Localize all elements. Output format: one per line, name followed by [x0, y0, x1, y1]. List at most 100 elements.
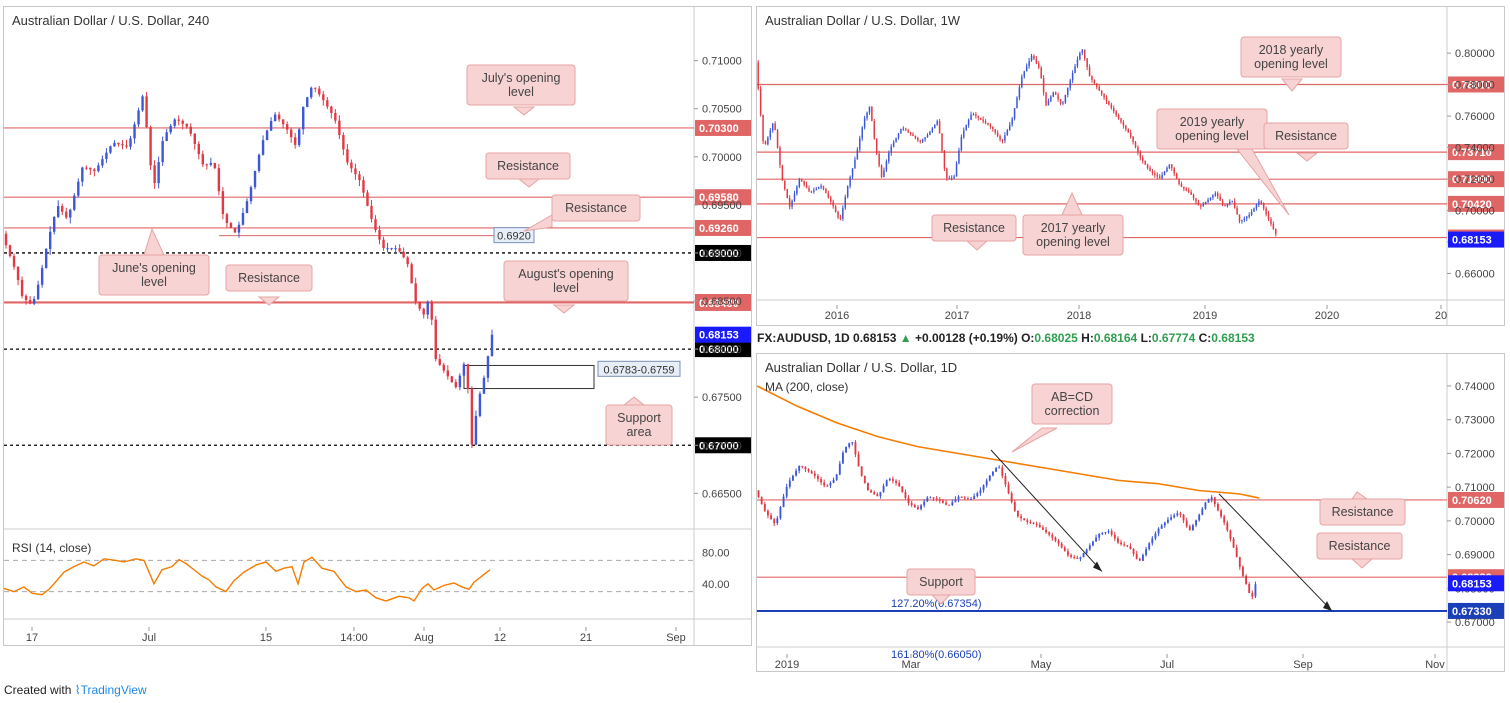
h4-candle-body: [85, 167, 88, 169]
weekly-candle-body: [1038, 63, 1040, 68]
h4-price-tag: [695, 189, 751, 206]
weekly-candle-body: [1255, 204, 1258, 209]
daily-candle-body: [1098, 534, 1101, 538]
daily-candle-body: [1213, 497, 1216, 504]
h4-candle-body: [330, 106, 333, 113]
weekly-candle-body: [912, 133, 914, 136]
h4-candle-body: [458, 375, 462, 388]
daily-candle-body: [1226, 522, 1229, 531]
h4-candle-body: [418, 301, 421, 309]
daily-candle-body: [948, 504, 951, 506]
h4-candle-body: [374, 219, 377, 231]
h4-julys-opening-callout-text: July's opening: [482, 71, 561, 85]
weekly-candle-body: [987, 123, 989, 125]
weekly-candle-body: [813, 190, 815, 192]
daily-candle-body: [1132, 549, 1135, 554]
daily-candle-body: [851, 442, 854, 444]
h4-candle-body: [390, 248, 393, 250]
daily-candle-body: [757, 490, 760, 498]
h4-price-tag: [695, 294, 751, 311]
daily-x-tick-label: May: [1031, 659, 1052, 671]
weekly-2019-yearly-callout-text: 2019 yearly: [1180, 115, 1245, 129]
h4-candle-body: [382, 239, 385, 249]
daily-candle-body: [1120, 542, 1122, 545]
weekly-2018-yearly-callout-text: opening level: [1254, 57, 1328, 71]
h4-candle-body: [89, 167, 92, 170]
h4-candle-body: [322, 94, 325, 101]
h4-chart-panel[interactable]: 0.703000.695800.692600.690000.684900.684…: [3, 6, 752, 646]
weekly-candle-body: [977, 116, 980, 118]
weekly-y-tick-label: 0.66000: [1455, 268, 1495, 280]
daily-candle-body: [842, 452, 844, 464]
daily-fib-127-label: 127.20%(0.67354): [891, 598, 982, 610]
tradingview-credit[interactable]: Created with ⌇TradingView: [4, 683, 147, 697]
daily-candle-body: [1195, 520, 1197, 526]
weekly-candle-body: [854, 159, 856, 169]
weekly-price-tag: [1448, 231, 1504, 248]
weekly-chart-panel[interactable]: 0.780100.737100.719900.704200.682800.800…: [756, 6, 1505, 326]
h4-candle-body: [269, 120, 273, 131]
h4-resistance-6926-callout-pointer: [523, 214, 553, 232]
h4-candle-body: [133, 124, 136, 139]
daily-candle-body: [907, 497, 910, 504]
weekly-candle-body: [919, 140, 922, 142]
weekly-candle-body: [834, 206, 837, 212]
daily-candle-body: [760, 497, 763, 504]
daily-candle-body: [913, 505, 916, 508]
h4-support-area-box: [463, 364, 595, 390]
daily-candle-body: [798, 465, 801, 471]
h4-candle-body: [442, 364, 445, 371]
weekly-candle-body: [880, 165, 883, 178]
weekly-candle-body: [1132, 136, 1134, 142]
weekly-candle-body: [929, 131, 931, 136]
h4-candle-body: [117, 142, 120, 145]
symbol-info-bar: FX:AUDUSD, 1D 0.68153 ▲ +0.00128 (+0.19%…: [757, 331, 1255, 345]
weekly-chart-svg[interactable]: 0.780100.737100.719900.704200.682800.800…: [757, 7, 1504, 325]
daily-candle-body: [1223, 516, 1226, 523]
close-label: C:: [1198, 331, 1212, 345]
daily-candle-body: [1007, 484, 1010, 494]
weekly-candle-body: [902, 128, 905, 130]
weekly-candle-body: [1013, 108, 1016, 119]
h4-candle-body: [293, 137, 297, 145]
daily-candle-body: [1157, 528, 1160, 534]
h4-candle-body: [474, 415, 478, 445]
low-value: 0.67774: [1151, 331, 1196, 345]
daily-candle-body: [988, 475, 991, 481]
weekly-y-tick-label: 0.74000: [1455, 143, 1495, 155]
h4-candle-body: [430, 301, 433, 320]
h4-chart-svg[interactable]: 0.703000.695800.692600.690000.684900.684…: [4, 7, 751, 645]
weekly-candle-body: [1178, 178, 1180, 184]
weekly-candle-body: [1212, 195, 1214, 198]
h4-candle-body: [302, 106, 305, 130]
h4-resistance-6849-callout-box: [225, 264, 313, 292]
weekly-y-tick-label: 0.70000: [1455, 205, 1495, 217]
weekly-price-tag: [1448, 76, 1504, 93]
h4-candle-body: [273, 114, 277, 121]
weekly-candle-body: [839, 217, 842, 219]
weekly-candle-body: [1219, 196, 1221, 201]
weekly-candle-body: [1062, 102, 1064, 104]
daily-candle-body: [938, 499, 941, 501]
daily-candle-body: [954, 499, 957, 503]
weekly-candle-body: [892, 142, 895, 147]
weekly-candle-body: [842, 207, 844, 219]
daily-candle-body: [1073, 556, 1076, 558]
h4-resistance-6849-callout-pointer: [257, 296, 281, 306]
daily-candle-body: [854, 442, 857, 455]
daily-candle-body: [807, 469, 810, 472]
daily-chart-svg[interactable]: 0.706200.683300.673300.740000.730000.720…: [757, 354, 1504, 671]
up-arrow-icon: ▲: [899, 331, 912, 345]
weekly-candle-body: [1103, 94, 1105, 98]
daily-chart-panel[interactable]: 0.706200.683300.673300.740000.730000.720…: [756, 353, 1505, 672]
weekly-candle-body: [1117, 115, 1120, 119]
h4-augusts-opening-callout-box: [503, 260, 629, 302]
daily-candle-body: [1079, 557, 1082, 559]
h4-candle-body: [121, 144, 124, 146]
h4-candle-body: [189, 126, 192, 134]
h4-price-tag-label: 0.69580: [699, 192, 739, 204]
daily-candle-body: [1013, 501, 1016, 511]
h4-price-tag-label: 0.70300: [699, 123, 739, 135]
weekly-candle-body: [1021, 76, 1023, 88]
weekly-candle-body: [1154, 172, 1156, 175]
